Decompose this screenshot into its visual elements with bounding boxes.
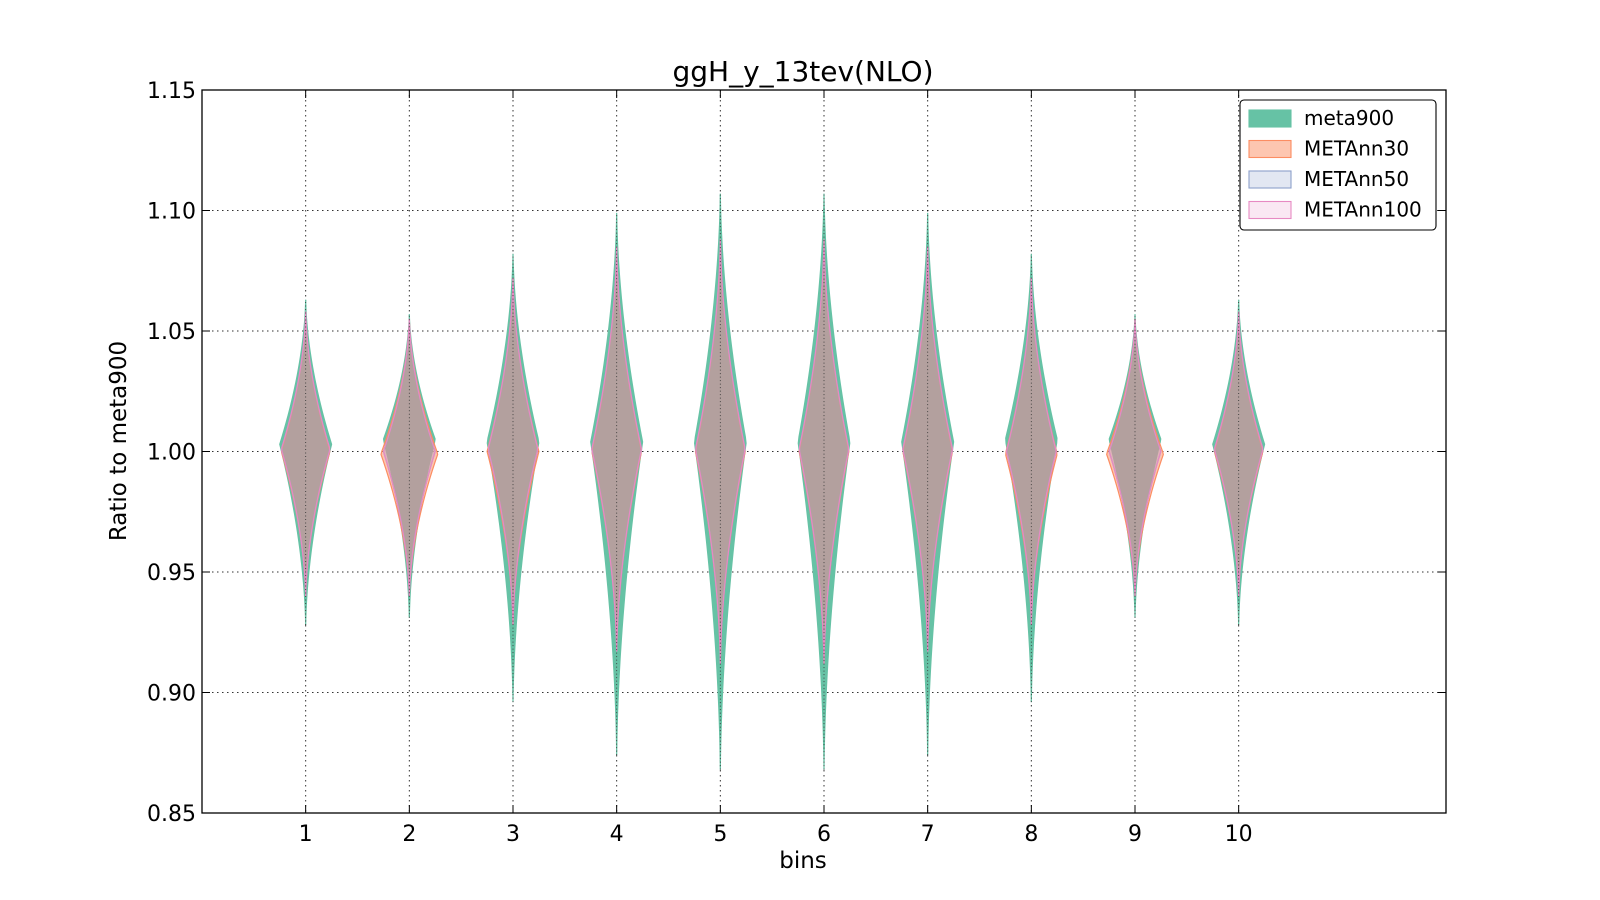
x-tick-label: 1 — [299, 822, 313, 847]
x-tick-label: 4 — [610, 822, 624, 847]
chart-title: ggH_y_13tev(NLO) — [672, 55, 933, 88]
legend-label-meta900: meta900 — [1304, 106, 1394, 130]
y-tick-label: 0.95 — [147, 561, 196, 586]
legend: meta900 METAnn30 METAnn50 METAnn100 — [1239, 99, 1437, 231]
violin-metann100-bin-4 — [591, 246, 643, 652]
violin-metann100-bin-1 — [281, 311, 331, 597]
violins — [279, 193, 1266, 770]
axis-ticks: 1 2 3 4 5 6 7 8 9 10 0.85 0.90 0.95 1.00 1.05 1.10 1.15 — [147, 79, 1446, 847]
legend-box — [1239, 99, 1437, 231]
violin-metann100-bin-2 — [382, 318, 436, 597]
legend-swatch-metann30 — [1248, 139, 1292, 159]
x-tick-label: 9 — [1128, 822, 1142, 847]
x-tick-label: 10 — [1225, 822, 1253, 847]
legend-swatch-meta900 — [1248, 109, 1292, 128]
y-tick-label: 1.15 — [147, 79, 196, 104]
x-tick-label: 6 — [817, 822, 831, 847]
legend-swatch-metann50 — [1248, 170, 1292, 189]
x-tick-label: 3 — [506, 822, 520, 847]
y-tick-label: 1.10 — [147, 200, 196, 225]
y-axis-label: Ratio to meta900 — [106, 341, 132, 541]
x-tick-label: 5 — [713, 822, 727, 847]
legend-label-metann100: METAnn100 — [1304, 198, 1422, 222]
x-tick-label: 7 — [921, 822, 935, 847]
violin-metann100-bin-6 — [798, 239, 850, 664]
y-tick-label: 0.90 — [147, 682, 196, 707]
x-axis-label: bins — [779, 848, 827, 874]
legend-swatch-metann100 — [1248, 200, 1292, 220]
x-tick-label: 8 — [1024, 822, 1038, 847]
legend-label-metann30: METAnn30 — [1304, 137, 1409, 161]
y-tick-label: 1.00 — [147, 441, 196, 466]
x-tick-label: 2 — [402, 822, 416, 847]
violin-metann100-bin-7 — [902, 246, 954, 652]
violin-metann100-bin-10 — [1214, 311, 1264, 597]
legend-label-metann50: METAnn50 — [1304, 167, 1409, 191]
y-tick-label: 0.85 — [147, 802, 196, 827]
y-tick-label: 1.05 — [147, 320, 196, 345]
violin-metann100-bin-5 — [695, 239, 746, 664]
violin-metann100-bin-9 — [1108, 318, 1162, 597]
